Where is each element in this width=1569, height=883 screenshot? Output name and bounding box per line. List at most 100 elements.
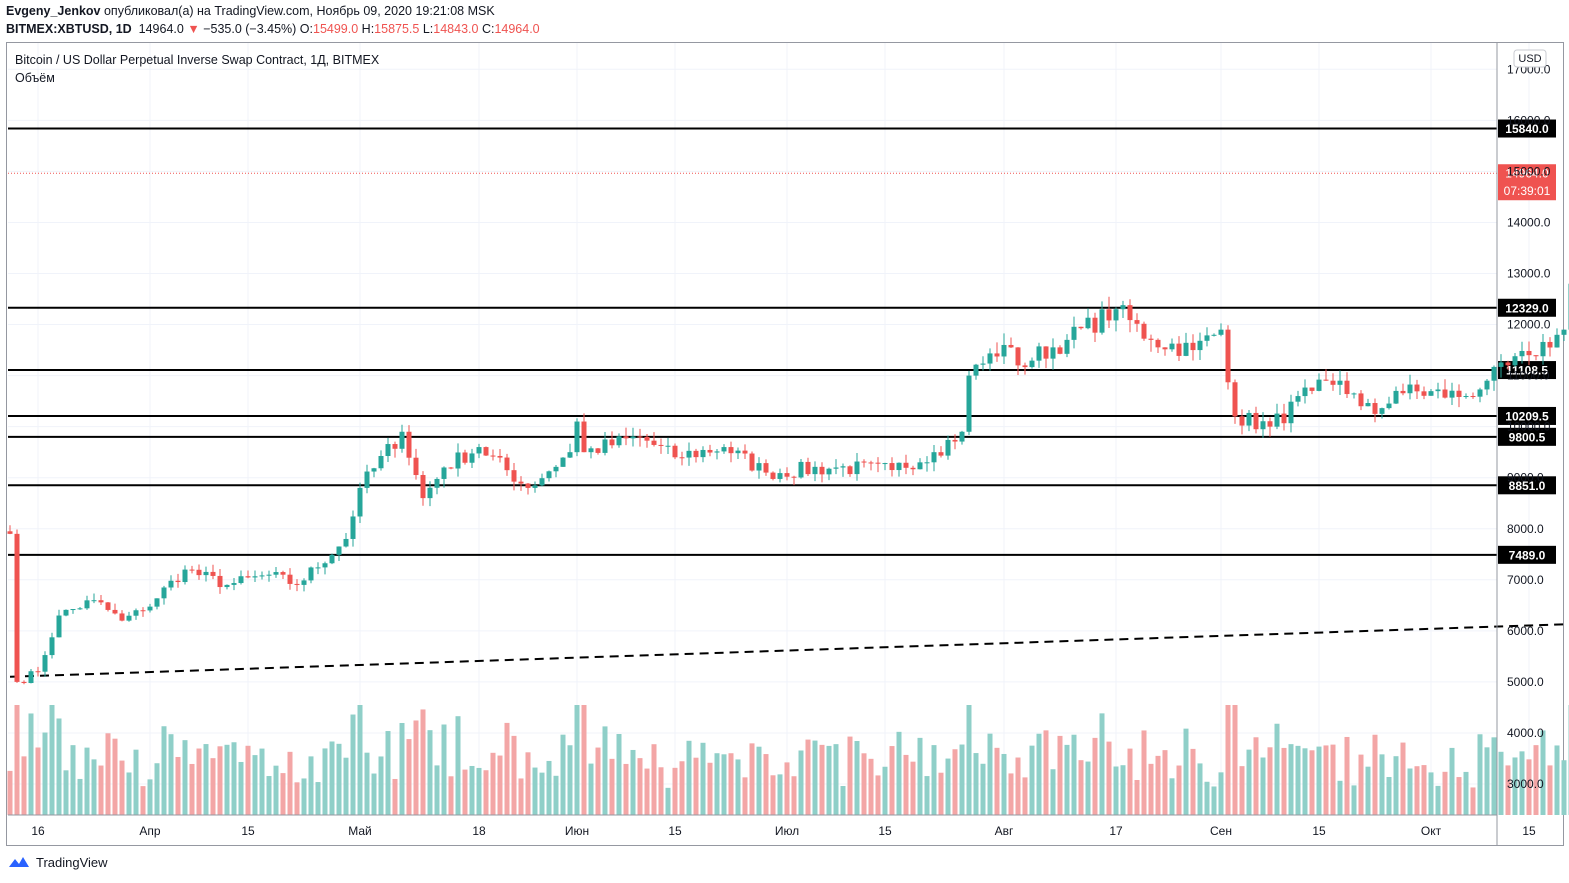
candle-body — [1120, 305, 1126, 310]
candle-body — [476, 447, 482, 454]
candle-body — [1379, 408, 1385, 414]
candle-body — [1463, 396, 1469, 398]
candle-body — [315, 567, 321, 569]
time-tick-label: Авг — [995, 824, 1014, 838]
candle-body — [1064, 339, 1070, 354]
candle-body — [1449, 390, 1455, 398]
candle-body — [1078, 326, 1084, 329]
candle-body — [1029, 360, 1035, 368]
symbol-line: BITMEX:XBTUSD, 1D 14964.0 ▼ −535.0 (−3.4… — [6, 22, 540, 36]
candle-body — [462, 452, 468, 463]
last-value: 14964.0 — [138, 22, 184, 36]
candle-body — [1232, 382, 1238, 417]
volume-bar — [182, 740, 188, 815]
volume-bar — [1141, 730, 1147, 815]
candles — [7, 283, 1569, 685]
volume-bar — [1477, 734, 1483, 815]
candle-body — [1218, 329, 1224, 335]
volume-bar — [245, 745, 251, 815]
candle-body — [1302, 387, 1308, 397]
candle-body — [1512, 356, 1518, 366]
footer[interactable]: TradingView — [8, 854, 108, 870]
candle-body — [1197, 340, 1203, 351]
candle-body — [539, 478, 545, 486]
symbol-name[interactable]: BITMEX:XBTUSD, 1D — [6, 22, 132, 36]
price-axis[interactable]: 3000.0 4000.0 5000.0 6000.0 7000.0 8000.0 9000… — [1496, 43, 1551, 846]
volume-bar — [560, 734, 566, 815]
volume-bar — [1512, 757, 1518, 815]
volume-bar — [1554, 745, 1560, 815]
candle-body — [1022, 365, 1028, 368]
candle-body — [763, 463, 769, 473]
candle-body — [1267, 421, 1273, 427]
level-lines: 15840.0 12329.0 11108.5 10209.5 9800.5 8851.0… — [8, 119, 1556, 564]
volume-bar — [1540, 730, 1546, 815]
change-value: −535.0 (−3.45%) — [203, 22, 297, 36]
volume-bar — [1064, 744, 1070, 815]
candle-body — [1057, 347, 1063, 354]
volume-bar — [910, 761, 916, 815]
time-axis[interactable]: 16Апр15Май18Июн15Июл15Авг17Сен15Окт15Ноя — [8, 814, 1569, 838]
candle-body — [882, 463, 888, 465]
volume-bar — [1316, 746, 1322, 815]
candle-body — [1372, 403, 1378, 414]
volume-bar — [847, 736, 853, 815]
volume-bar — [1092, 737, 1098, 815]
candle-body — [875, 462, 881, 464]
level-badge — [1498, 545, 1556, 564]
candle-body — [623, 436, 629, 439]
volume-bar — [1274, 723, 1280, 815]
candle-body — [1435, 389, 1441, 392]
volume-bar — [1547, 765, 1553, 815]
volume-bar — [1148, 763, 1154, 815]
candle-body — [413, 457, 419, 476]
candle-body — [1400, 390, 1406, 394]
author-name[interactable]: Evgeny_Jenkov — [6, 4, 101, 18]
volume-bar — [735, 759, 741, 815]
volume-bar — [1302, 748, 1308, 815]
candle-body — [854, 461, 860, 475]
volume-bar — [1022, 777, 1028, 815]
volume-bar — [420, 709, 426, 815]
volume-bar — [504, 722, 510, 815]
candle-body — [378, 456, 384, 469]
volume-bar — [1260, 757, 1266, 815]
volume-bar — [1344, 736, 1350, 815]
volume-bar — [441, 724, 447, 815]
volume-bar — [763, 754, 769, 815]
volume-bar — [672, 767, 678, 815]
volume-bar — [658, 767, 664, 815]
candle-body — [28, 671, 34, 684]
time-tick-label: 15 — [241, 824, 255, 838]
candle-body — [329, 554, 335, 564]
countdown-label: 07:39:01 — [1504, 184, 1551, 198]
candle-body — [280, 572, 286, 575]
volume-bar — [749, 743, 755, 815]
candle-body — [896, 462, 902, 471]
candle-body — [1253, 412, 1259, 430]
candle-body — [175, 580, 181, 583]
candle-body — [224, 584, 230, 588]
candle-body — [427, 487, 433, 499]
volume-bar — [1351, 785, 1357, 815]
volume-bar — [315, 782, 321, 815]
volume-bar — [812, 740, 818, 815]
candle-body — [35, 671, 41, 673]
time-tick-label: Окт — [1421, 824, 1442, 838]
volume-bar — [35, 747, 41, 815]
volume-bar — [483, 770, 489, 815]
candle-body — [1176, 343, 1182, 356]
volume-bar — [455, 716, 461, 815]
brand-name: TradingView — [36, 854, 108, 870]
volume-bar — [1323, 745, 1329, 815]
volume-bar — [567, 745, 573, 815]
candle-body — [749, 453, 755, 471]
candle-body — [973, 364, 979, 376]
candle-body — [833, 467, 839, 469]
volume-bar — [1484, 747, 1490, 815]
time-tick-label: 17 — [1109, 824, 1123, 838]
candle-body — [616, 436, 622, 446]
volume-bar — [1358, 754, 1364, 815]
volume-bar — [175, 756, 181, 815]
